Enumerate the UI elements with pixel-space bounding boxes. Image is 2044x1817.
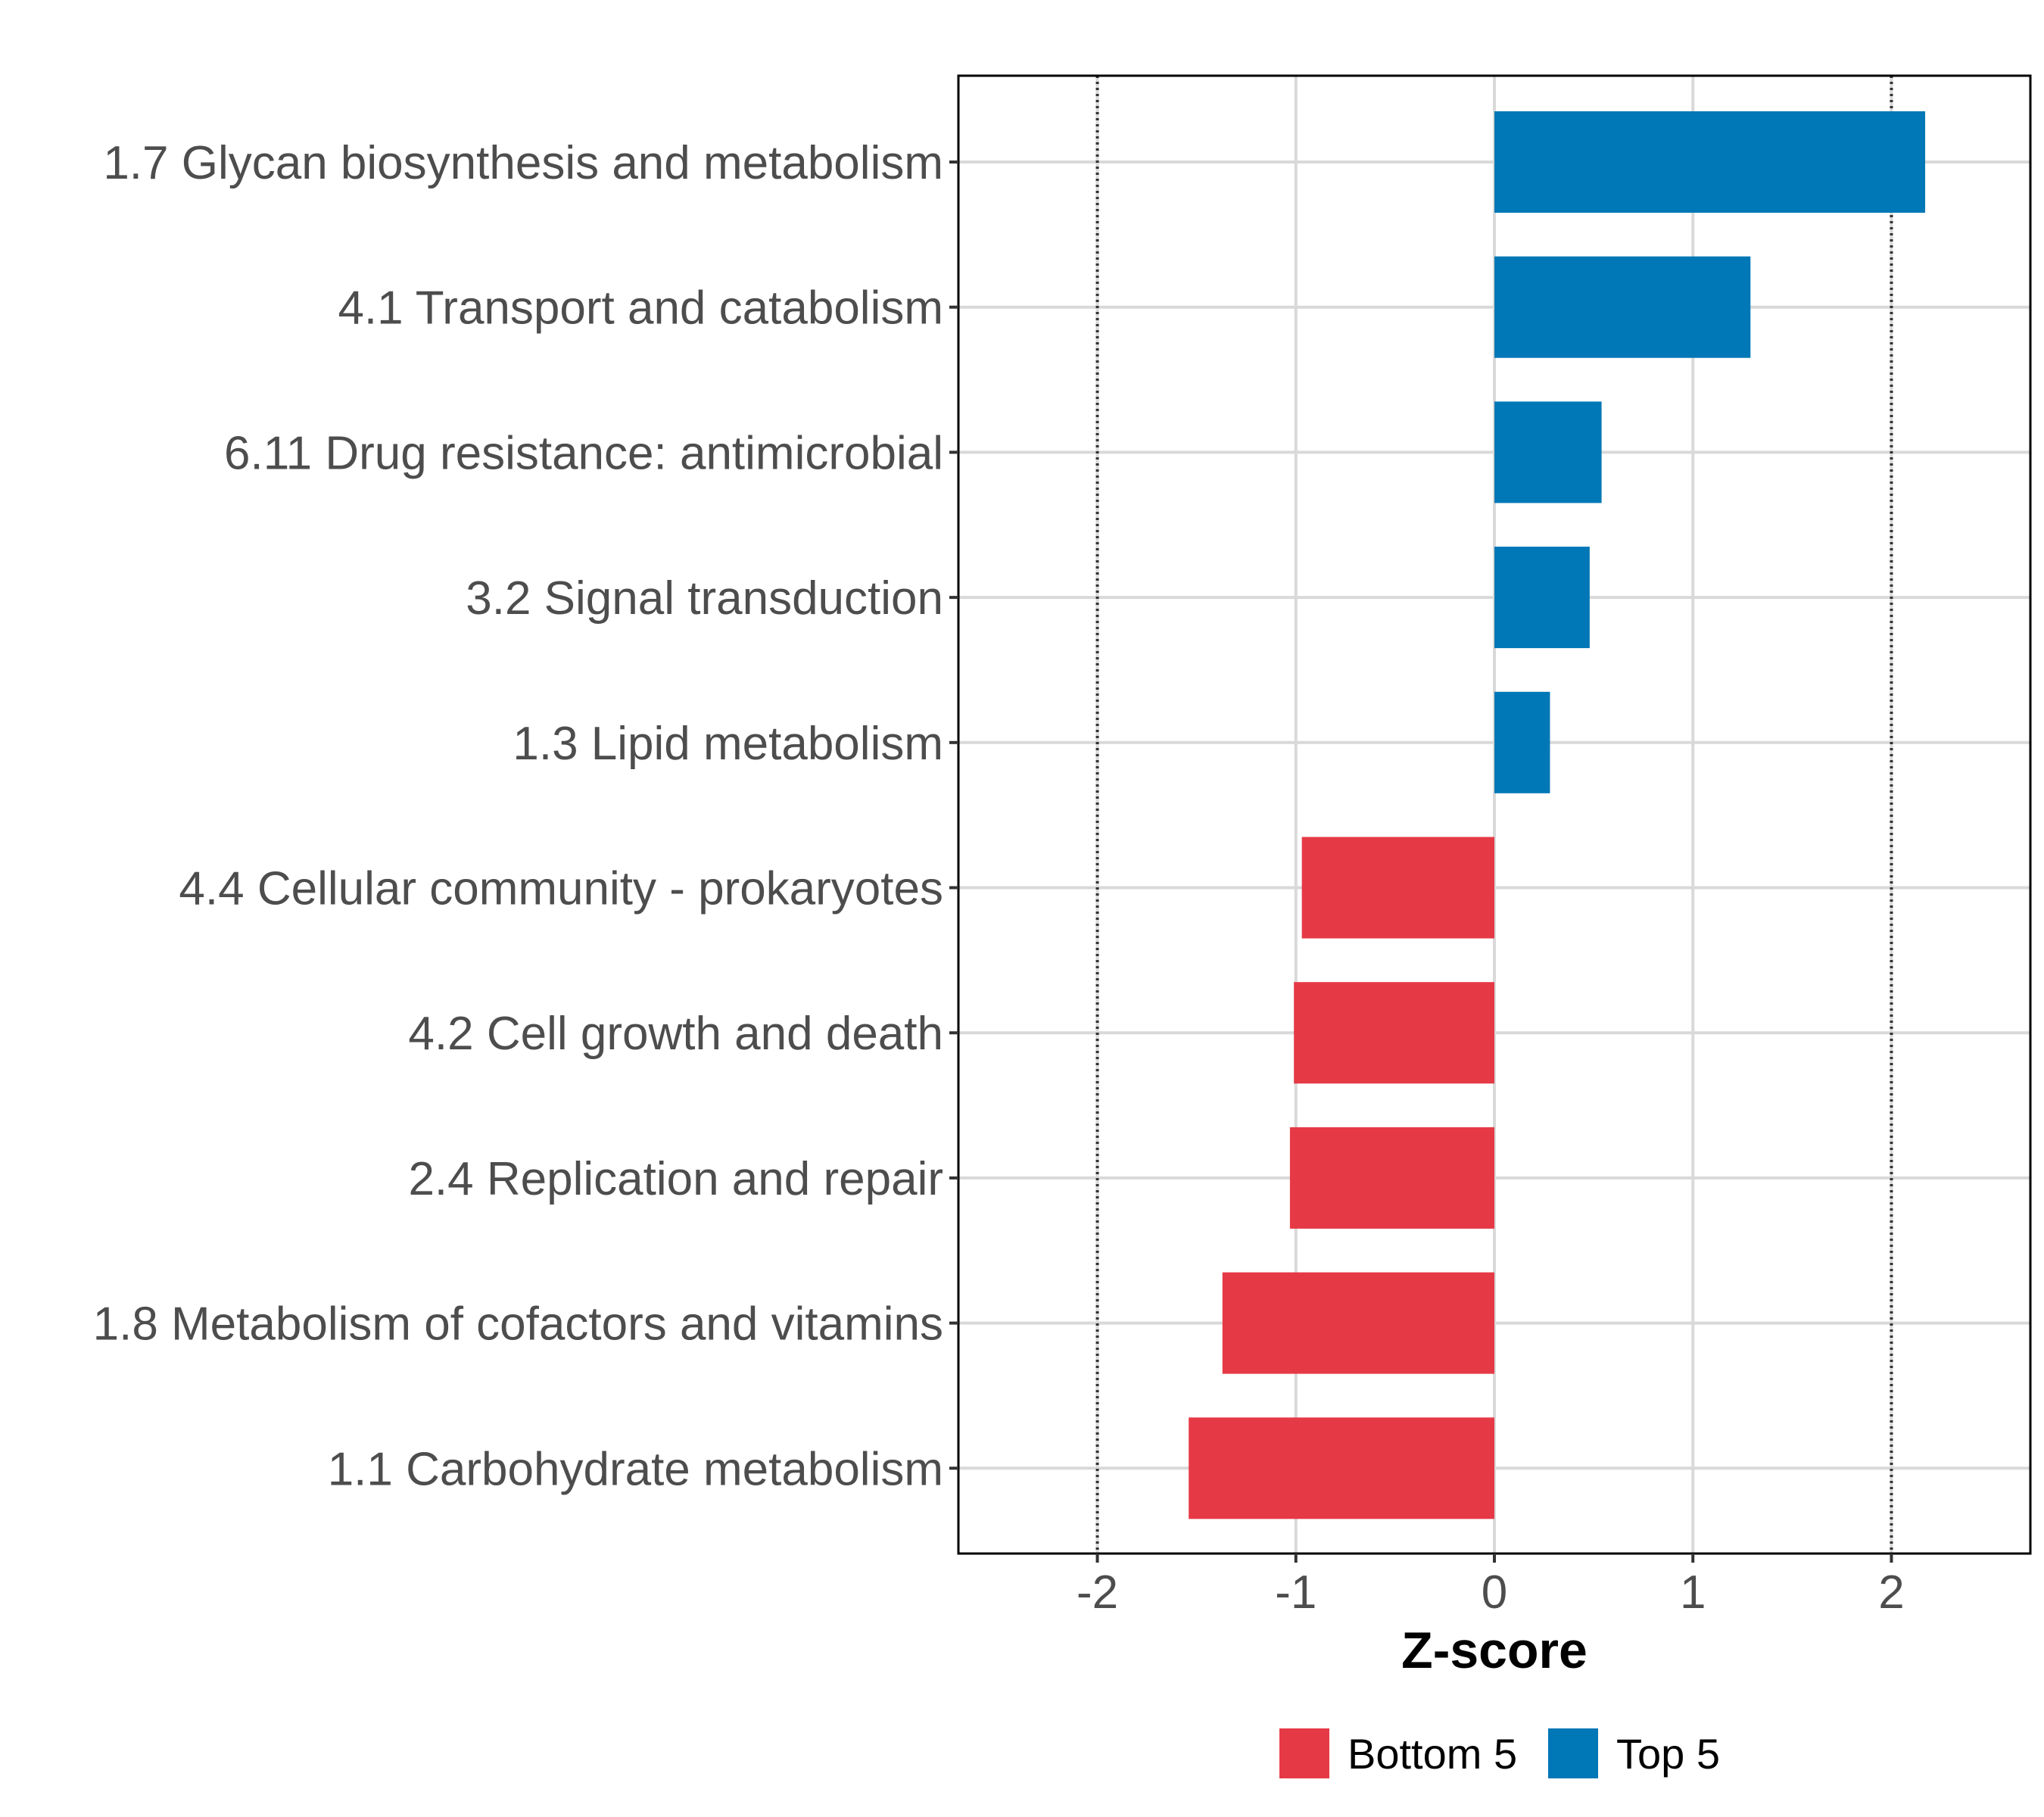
bar-bottom	[1222, 1272, 1494, 1374]
x-tick-label: -2	[1077, 1566, 1118, 1619]
category-label: 1.3 Lipid metabolism	[513, 718, 943, 770]
category-label: 3.2 Signal transduction	[466, 572, 943, 625]
category-label: 4.2 Cell growth and death	[408, 1008, 943, 1060]
x-tick-label: -1	[1275, 1566, 1316, 1619]
x-axis-title: Z-score	[1401, 1622, 1588, 1679]
category-label: 2.4 Replication and repair	[408, 1153, 943, 1205]
bar-bottom	[1289, 1127, 1494, 1229]
bar-top	[1494, 401, 1602, 503]
bar-bottom	[1301, 837, 1494, 939]
bar-top	[1494, 547, 1590, 649]
bar-bottom	[1189, 1417, 1494, 1519]
bars	[1189, 111, 1926, 1519]
legend: Bottom 5 Top 5	[1279, 1728, 1720, 1778]
reference-lines	[1095, 76, 1893, 1554]
category-label: 6.11 Drug resistance: antimicrobial	[224, 427, 943, 479]
category-label: 4.4 Cellular community - prokaryotes	[179, 863, 943, 915]
category-label: 1.7 Glycan biosynthesis and metabolism	[103, 137, 943, 189]
y-axis: 1.7 Glycan biosynthesis and metabolism 4.…	[93, 137, 958, 1495]
x-tick-label: 0	[1482, 1566, 1507, 1619]
legend-label: Bottom 5	[1348, 1730, 1517, 1778]
category-label: 1.1 Carbohydrate metabolism	[328, 1443, 943, 1495]
bar-top	[1494, 111, 1926, 213]
legend-label: Top 5	[1616, 1730, 1720, 1778]
bar-top	[1494, 256, 1751, 358]
legend-key-top	[1548, 1728, 1598, 1778]
x-axis: -2 -1 0 1 2	[1077, 1554, 1905, 1619]
legend-key-bottom	[1279, 1728, 1329, 1778]
category-label: 4.1 Transport and catabolism	[338, 282, 943, 335]
bar-bottom	[1294, 982, 1494, 1084]
category-label: 1.8 Metabolism of cofactors and vitamins	[93, 1298, 943, 1351]
bar-top	[1494, 691, 1550, 793]
x-tick-label: 2	[1878, 1566, 1904, 1619]
x-tick-label: 1	[1680, 1566, 1706, 1619]
